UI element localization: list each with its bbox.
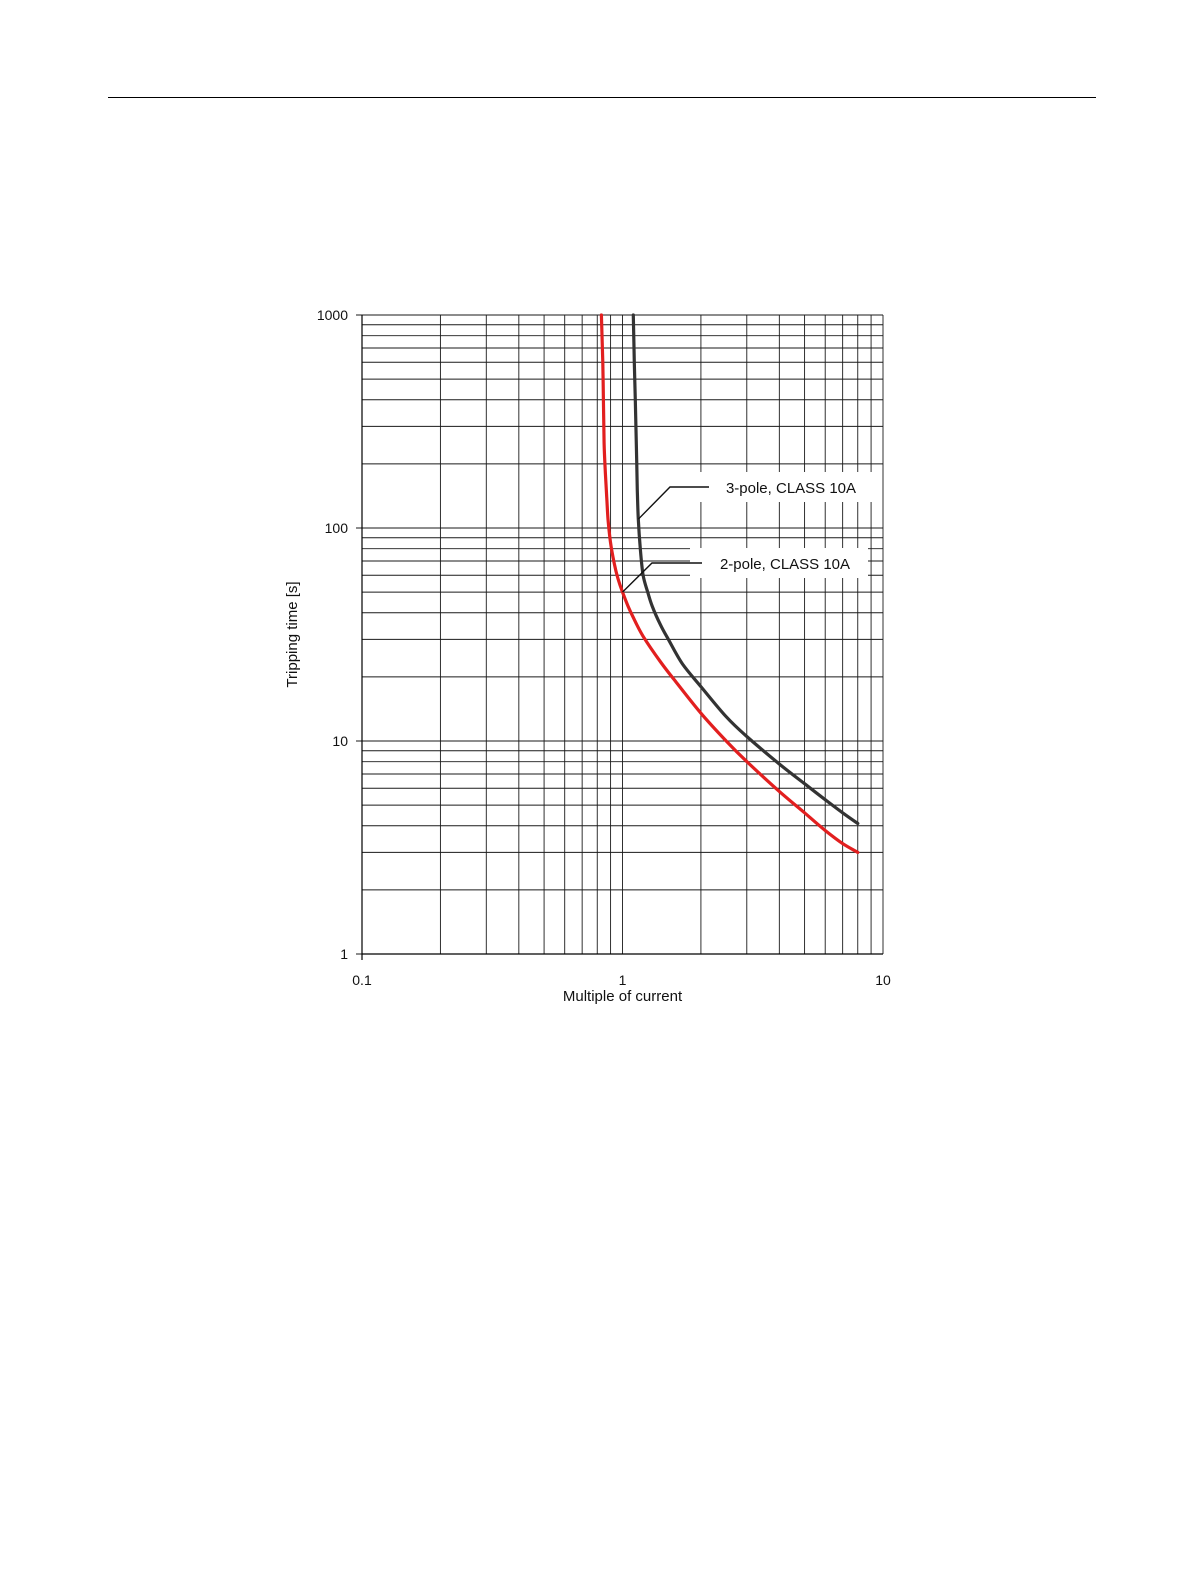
- y-tick-label: 1000: [317, 307, 348, 323]
- x-tick-label: 10: [875, 972, 891, 988]
- series-line-2-pole: [599, 313, 860, 854]
- x-tick-label: 0.1: [352, 972, 372, 988]
- annotation-leader-line: [622, 562, 702, 593]
- series-layer: [599, 313, 860, 854]
- annotation-label: 2-pole, CLASS 10A: [720, 556, 850, 573]
- y-tick-label: 100: [325, 520, 349, 536]
- series-line-3-pole: [631, 313, 860, 826]
- annotation-leader-line: [637, 486, 709, 520]
- x-tick-label: 1: [619, 972, 627, 988]
- x-axis-title: Multiple of current: [563, 988, 683, 1005]
- y-axis-title: Tripping time [s]: [284, 581, 301, 687]
- y-tick-label: 10: [332, 733, 348, 749]
- annotation-box: [690, 548, 868, 578]
- annotation-layer: 3-pole, CLASS 10A 2-pole, CLASS 10A: [622, 472, 873, 593]
- annotation-box: [697, 472, 873, 502]
- annotation-label: 3-pole, CLASS 10A: [726, 480, 856, 497]
- y-tick-label: 1: [340, 946, 348, 962]
- header-rule: [108, 97, 1096, 98]
- grid-layer: [356, 314, 884, 960]
